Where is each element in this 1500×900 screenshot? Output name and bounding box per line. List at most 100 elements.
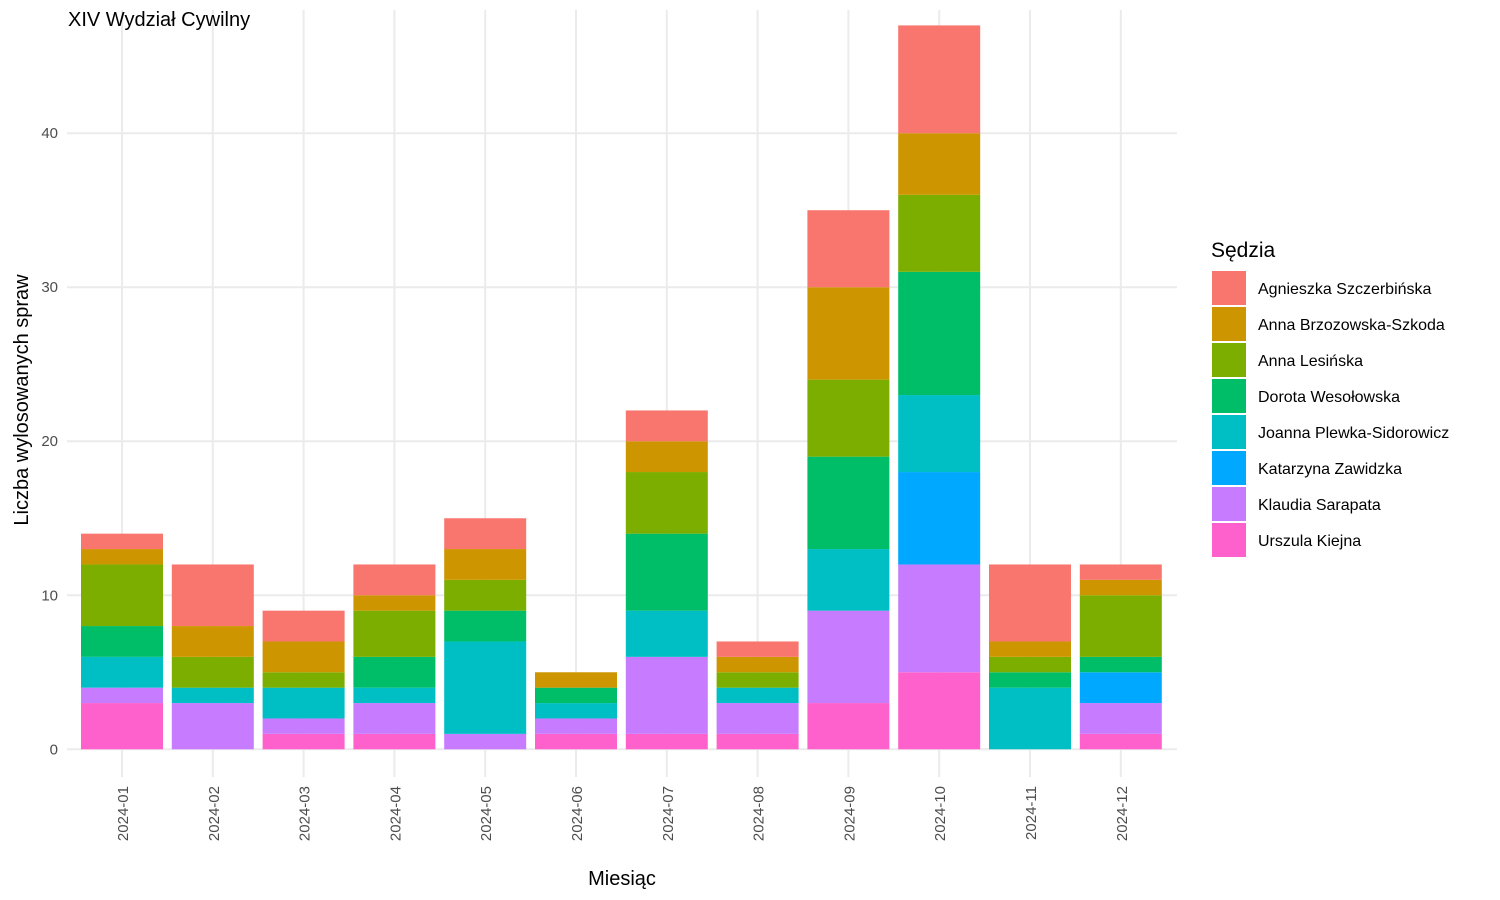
bar-segment — [81, 687, 163, 704]
bar-segment — [444, 641, 527, 734]
x-tick-label: 2024-03 — [297, 786, 314, 841]
bar-segment — [807, 379, 890, 457]
bar-segment — [898, 564, 981, 673]
bar-segment — [807, 456, 890, 550]
bar-segment — [716, 733, 799, 750]
x-axis-title: Miesiąc — [588, 868, 656, 890]
bar-segment — [81, 564, 163, 627]
bar-segment — [898, 194, 981, 272]
bar-segment — [444, 518, 527, 550]
bar-segment — [716, 641, 799, 657]
bar-segment — [171, 703, 254, 750]
legend-label: Agnieszka Szczerbińska — [1258, 281, 1432, 298]
legend-label: Anna Brzozowska-Szkoda — [1258, 317, 1445, 334]
legend-swatch — [1212, 379, 1246, 413]
bar-segment — [625, 610, 708, 657]
bar-segment — [535, 703, 617, 719]
bar-segment — [262, 687, 345, 719]
bar-segment — [1079, 595, 1162, 657]
bar-segment — [171, 656, 254, 688]
legend-label: Klaudia Sarapata — [1258, 497, 1381, 514]
y-tick-label: 20 — [41, 433, 58, 450]
bar-segment — [262, 718, 345, 734]
bar-segment — [262, 610, 345, 642]
y-tick-label: 10 — [41, 587, 58, 604]
legend-swatch — [1212, 271, 1246, 305]
bar-segment — [171, 626, 254, 657]
bar-segment — [898, 133, 981, 195]
x-tick-label: 2024-11 — [1023, 786, 1040, 840]
bar-segment — [171, 564, 254, 627]
legend-label: Anna Lesińska — [1258, 353, 1363, 370]
legend-label: Joanna Plewka-Sidorowicz — [1258, 425, 1449, 442]
bar-segment — [1079, 564, 1162, 580]
bar-segment — [353, 656, 436, 688]
bar-segment — [898, 472, 981, 565]
bar-segment — [535, 718, 617, 734]
bar-segment — [81, 533, 163, 550]
x-tick-label: 2024-05 — [478, 786, 495, 841]
bar-segment — [807, 610, 890, 704]
bar-segment — [262, 672, 345, 688]
bar-segment — [353, 703, 436, 734]
y-tick-label: 0 — [50, 741, 58, 758]
chart-title: XIV Wydział Cywilny — [68, 9, 250, 31]
legend-title: Sędzia — [1211, 239, 1276, 262]
x-tick-label: 2024-01 — [115, 786, 132, 841]
bar-segment — [625, 656, 708, 734]
bar-segment — [898, 395, 981, 473]
bar-segment — [444, 733, 527, 750]
bar-segment — [989, 564, 1071, 642]
legend-swatch — [1212, 415, 1246, 449]
bar-segment — [171, 687, 254, 704]
legend-label: Katarzyna Zawidzka — [1258, 461, 1402, 478]
legend-label: Dorota Wesołowska — [1258, 389, 1400, 406]
bar-segment — [625, 441, 708, 473]
bar-segment — [716, 656, 799, 673]
legend-label: Urszula Kiejna — [1258, 533, 1361, 550]
bar-segment — [81, 626, 163, 657]
y-axis-title: Liczba wylosowanych spraw — [11, 274, 33, 526]
bar-segment — [353, 595, 436, 611]
bar-segment — [807, 549, 890, 611]
x-tick-label: 2024-07 — [660, 786, 677, 841]
bar-segment — [625, 472, 708, 534]
bar-segment — [535, 687, 617, 704]
bar-segment — [1079, 733, 1162, 750]
bar-segment — [262, 733, 345, 750]
legend-swatch — [1212, 343, 1246, 377]
bar-segment — [444, 549, 527, 580]
x-tick-label: 2024-02 — [206, 786, 223, 841]
bar-segment — [625, 533, 708, 611]
y-tick-label: 30 — [41, 279, 58, 296]
y-axis-ticks: 0 10 20 30 40 — [41, 125, 58, 758]
bar-segment — [989, 687, 1071, 750]
x-tick-label: 2024-10 — [932, 786, 949, 841]
bar-segment — [898, 271, 981, 396]
bar-segment — [625, 733, 708, 750]
x-tick-label: 2024-12 — [1114, 786, 1131, 841]
bar-segment — [81, 656, 163, 688]
x-tick-label: 2024-04 — [387, 786, 404, 841]
x-tick-label: 2024-06 — [569, 786, 586, 841]
bar-segment — [353, 733, 436, 750]
bar-segment — [1079, 703, 1162, 734]
bar-segment — [444, 610, 527, 642]
bar-segment — [989, 672, 1071, 688]
bar-segment — [262, 641, 345, 673]
bar-segment — [898, 25, 981, 134]
bar-segment — [716, 672, 799, 688]
bar-segment — [989, 656, 1071, 673]
legend: Sędzia Agnieszka Szczerbińska Anna Brzozo… — [1211, 239, 1449, 557]
bar-segment — [807, 703, 890, 750]
bar-segment — [81, 703, 163, 750]
bar-segment — [535, 672, 617, 688]
bar-segment — [353, 610, 436, 657]
bar-segment — [535, 733, 617, 750]
legend-swatch — [1212, 307, 1246, 341]
bar-segment — [716, 687, 799, 704]
bar-segment — [989, 641, 1071, 657]
bar-segment — [1079, 672, 1162, 704]
bar-segment — [716, 703, 799, 734]
bar-segment — [625, 410, 708, 442]
